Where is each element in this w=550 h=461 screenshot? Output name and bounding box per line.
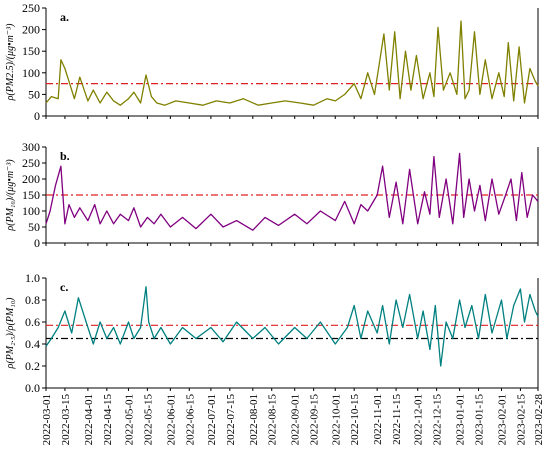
y-tick-label: 50 <box>28 87 40 101</box>
x-tick-label: 2022-07-01 <box>206 394 218 445</box>
x-tick-label: 2022-10-15 <box>349 394 361 446</box>
x-tick-label: 2022-09-01 <box>290 394 302 445</box>
y-tick-label: 0.0 <box>25 381 40 395</box>
panel-1: 0 50 100 150 200 250 300 b. ρ(PM₁₀)/(μg•m⁻³) <box>5 140 539 250</box>
panel-label: c. <box>60 280 68 294</box>
x-tick-label: 2022-03-15 <box>60 394 72 446</box>
y-tick-label: 150 <box>22 44 40 58</box>
panel-2: 0.0 0.2 0.4 0.6 0.8 1.0 c. ρ(PM₂.₅)/ρ(PM₁₀) <box>5 271 539 395</box>
x-tick-label: 2023-01-15 <box>474 394 486 446</box>
y-tick-label: 1.0 <box>25 271 40 285</box>
y-tick-label: 0.4 <box>25 337 40 351</box>
y-tick-label: 0 <box>34 109 40 123</box>
y-tick-label: 200 <box>22 172 40 186</box>
y-axis-label: ρ(PM₁₀)/(μg•m⁻³) <box>5 159 16 232</box>
x-tick-label: 2023-02-01 <box>497 394 509 445</box>
x-tick-label: 2022-12-01 <box>413 394 425 445</box>
x-tick-label: 2022-05-15 <box>142 394 154 446</box>
x-tick-label: 2022-08-15 <box>267 394 279 446</box>
y-tick-label: 200 <box>22 23 40 37</box>
series-line <box>45 20 539 106</box>
x-tick-label: 2022-06-15 <box>184 394 196 446</box>
y-axis-label: ρ(PM₂.₅)/ρ(PM₁₀) <box>5 297 16 370</box>
y-tick-label: 300 <box>22 140 40 154</box>
y-tick-label: 150 <box>22 188 40 202</box>
x-tick-label: 2022-04-15 <box>102 394 114 446</box>
x-tick-label: 2022-08-01 <box>248 394 260 445</box>
x-tick-label: 2022-12-15 <box>432 394 444 446</box>
x-tick-label: 2022-09-15 <box>309 394 321 446</box>
y-tick-label: 100 <box>22 66 40 80</box>
y-tick-label: 250 <box>22 1 40 15</box>
y-tick-label: 0 <box>34 236 40 250</box>
panel-label: b. <box>60 149 70 163</box>
x-tick-label: 2022-04-01 <box>83 394 95 445</box>
y-axis-label: ρ(PM2.5)/(μg•m⁻³) <box>5 23 16 102</box>
x-tick-label: 2022-07-15 <box>225 394 237 446</box>
panel-0: 0 50 100 150 200 250 a. ρ(PM2.5)/(μg•m⁻³) <box>5 1 539 123</box>
y-tick-label: 100 <box>22 204 40 218</box>
x-tick-label: 2023-01-01 <box>455 394 467 445</box>
x-tick-label: 2022-03-01 <box>41 394 53 445</box>
y-tick-label: 50 <box>28 220 40 234</box>
x-tick-label: 2022-10-01 <box>330 394 342 445</box>
panel-label: a. <box>60 10 69 24</box>
series-line <box>45 286 539 367</box>
y-tick-label: 0.2 <box>25 359 40 373</box>
x-tick-label: 2022-11-15 <box>391 394 403 445</box>
y-tick-label: 250 <box>22 156 40 170</box>
x-tick-label: 2022-11-01 <box>372 394 384 445</box>
series-line <box>45 152 539 231</box>
x-tick-label: 2022-05-01 <box>123 394 135 445</box>
y-tick-label: 0.6 <box>25 315 40 329</box>
x-tick-label: 2023-02-15 <box>515 394 527 446</box>
y-tick-label: 0.8 <box>25 293 40 307</box>
x-tick-label: 2023-02-28 <box>533 394 545 446</box>
x-tick-label: 2022-06-01 <box>165 394 177 445</box>
